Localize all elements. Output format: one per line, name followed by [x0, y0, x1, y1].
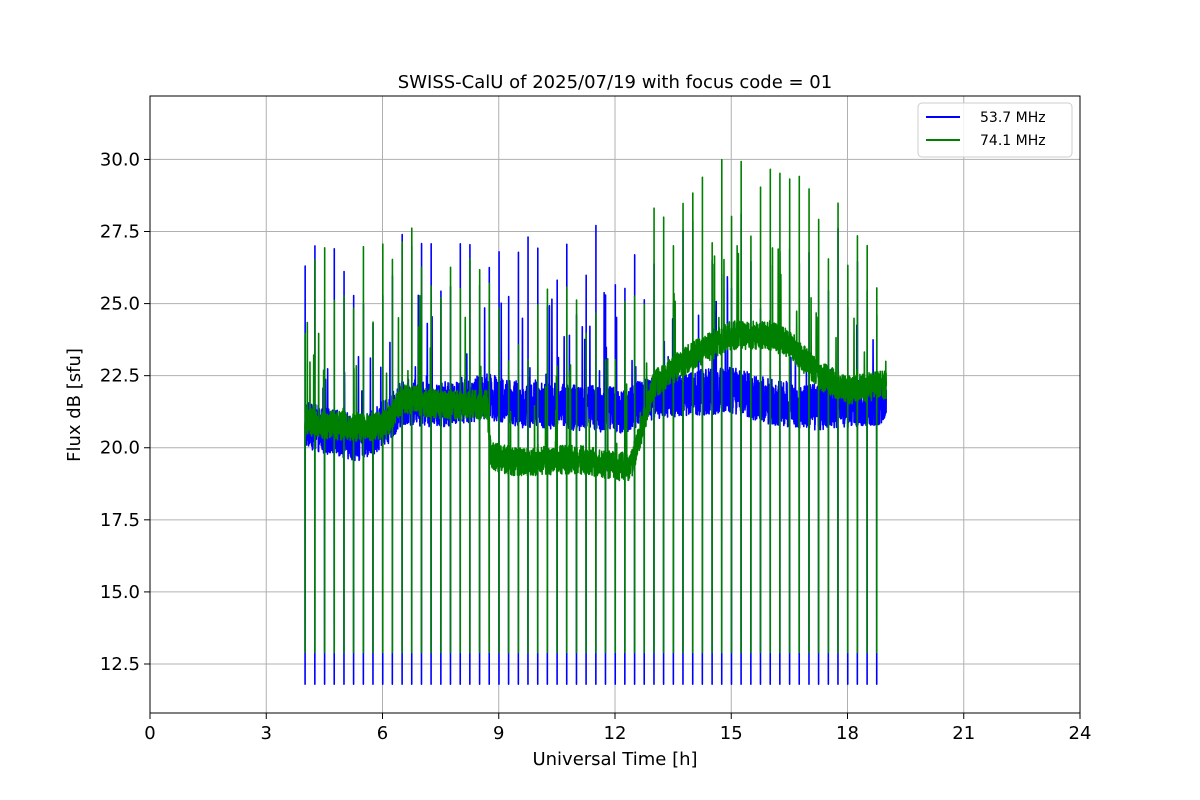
- x-tick-label: 3: [261, 723, 272, 744]
- y-tick-label: 20.0: [100, 438, 140, 459]
- legend: 53.7 MHz 74.1 MHz: [917, 102, 1073, 158]
- y-tick-label: 17.5: [100, 510, 140, 531]
- x-tick-label: 0: [144, 723, 155, 744]
- x-tick-label: 12: [604, 723, 627, 744]
- y-tick-label: 15.0: [100, 582, 140, 603]
- x-tick-label: 6: [377, 723, 388, 744]
- legend-label-series-1: 74.1 MHz: [980, 133, 1046, 149]
- x-tick-label: 15: [720, 723, 743, 744]
- y-tick-label: 22.5: [100, 366, 140, 387]
- y-axis: 12.5 15.0 17.5 20.0 22.5 25.0 27.5 30.0: [100, 149, 150, 675]
- legend-label-series-0: 53.7 MHz: [980, 110, 1046, 126]
- x-tick-label: 18: [836, 723, 859, 744]
- x-tick-label: 21: [952, 723, 975, 744]
- y-tick-label: 27.5: [100, 222, 140, 243]
- x-tick-label: 24: [1069, 723, 1092, 744]
- series-line-1: [304, 158, 888, 654]
- y-axis-label: Flux dB [sfu]: [64, 348, 85, 462]
- y-tick-label: 12.5: [100, 654, 140, 675]
- chart-title: SWISS-CalU of 2025/07/19 with focus code…: [398, 72, 832, 93]
- plot-area: [304, 158, 888, 685]
- x-axis: 0 3 6 9 12 15 18 21 24: [144, 713, 1091, 744]
- y-tick-label: 25.0: [100, 294, 140, 315]
- x-tick-label: 9: [493, 723, 504, 744]
- x-axis-label: Universal Time [h]: [532, 749, 697, 770]
- y-tick-label: 30.0: [100, 149, 140, 170]
